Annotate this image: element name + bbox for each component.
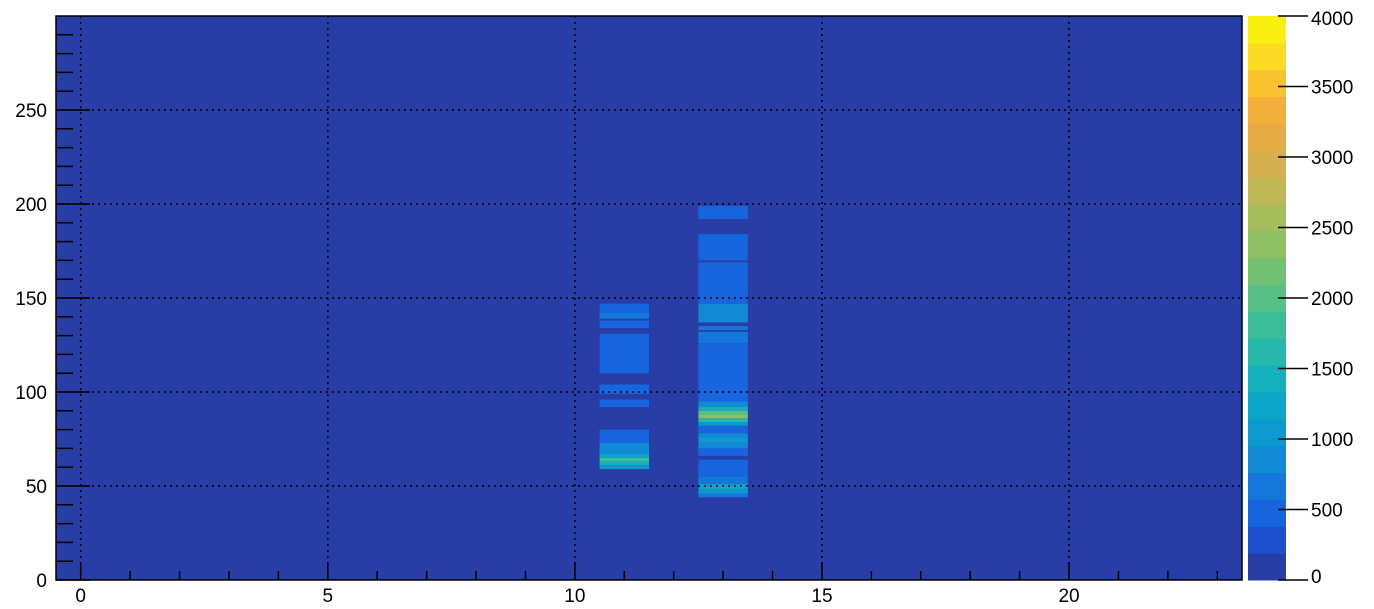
heatmap-cell	[698, 331, 748, 344]
colorbar-band	[1248, 123, 1286, 151]
plot-area	[56, 16, 1242, 580]
heatmap-cell	[698, 407, 748, 411]
heatmap-cell	[698, 484, 748, 490]
heatmap-cell	[698, 437, 748, 443]
heatmap-cell	[698, 234, 748, 261]
colorbar-tick-label: 3000	[1311, 148, 1353, 169]
x-tick-label: 15	[811, 586, 832, 607]
colorbar-band	[1248, 526, 1286, 554]
heatmap-cell	[698, 392, 748, 402]
x-tick-label: 20	[1058, 586, 1079, 607]
colorbar-tick-label: 2500	[1311, 219, 1353, 240]
x-tick-label: 0	[75, 586, 86, 607]
heatmap-cell	[698, 414, 748, 419]
heatmap-cell	[599, 320, 649, 329]
heatmap-cell	[599, 429, 649, 443]
heatmap-cell	[698, 303, 748, 323]
colorbar-tick-label: 1500	[1311, 360, 1353, 381]
colorbar-band	[1248, 392, 1286, 420]
y-tick-label: 50	[26, 477, 47, 498]
colorbar-band	[1248, 338, 1286, 366]
colorbar-band	[1248, 418, 1286, 447]
heatmap-cell	[698, 442, 748, 449]
heatmap-cell	[698, 476, 748, 485]
heatmap-cell	[698, 448, 748, 456]
heatmap-cell	[698, 425, 748, 434]
heatmap-cell	[599, 454, 649, 458]
colorbar-band	[1248, 150, 1286, 178]
y-tick-label: 150	[15, 289, 47, 310]
heatmap-cells	[599, 205, 748, 498]
heatmap-cell	[599, 384, 649, 394]
colorbar-band	[1248, 177, 1286, 205]
heatmap-cell	[698, 288, 748, 304]
colorbar: 0 500 1000 1500 2000 2500 3000 3500 4000	[1248, 9, 1353, 588]
heatmap-cell	[698, 422, 748, 426]
plot-background	[56, 16, 1242, 580]
y-tick-label: 100	[15, 383, 47, 404]
x-tick-label: 10	[564, 586, 585, 607]
colorbar-band	[1248, 445, 1286, 474]
colorbar-tick-label: 4000	[1311, 9, 1353, 30]
colorbar-band	[1248, 16, 1286, 44]
colorbar-band	[1248, 499, 1286, 527]
heatmap-cell	[599, 333, 649, 374]
colorbar-tick-label: 3500	[1311, 78, 1353, 99]
heatmap-cell	[698, 489, 748, 494]
heatmap-cell	[698, 401, 748, 408]
colorbar-band	[1248, 472, 1286, 500]
colorbar-band	[1248, 230, 1286, 259]
colorbar-band	[1248, 311, 1286, 339]
colorbar-band	[1248, 96, 1286, 124]
colorbar-band	[1248, 257, 1286, 286]
heatmap-cell	[599, 457, 649, 462]
heatmap-cell	[599, 442, 649, 455]
y-tick-label: 0	[36, 571, 47, 592]
colorbar-tick-label: 1000	[1311, 430, 1353, 451]
heatmap-cell	[599, 303, 649, 314]
colorbar-tick-label: 0	[1311, 567, 1322, 588]
heatmap-cell	[698, 262, 748, 289]
heatmap-cell	[698, 493, 748, 498]
colorbar-band	[1248, 42, 1286, 71]
colorbar-band	[1248, 69, 1286, 98]
y-tick-label: 200	[15, 195, 47, 216]
heatmap-cell	[698, 418, 748, 423]
heatmap-cell	[599, 313, 649, 319]
heatmap-cell	[698, 459, 748, 477]
heatmap-cell	[599, 399, 649, 408]
heatmap-cell	[698, 326, 748, 330]
y-tick-label: 250	[15, 101, 47, 122]
heatmap-cell	[698, 410, 748, 415]
heatmap-cell	[599, 465, 649, 470]
colorbar-band	[1248, 553, 1286, 581]
colorbar-tick-label: 500	[1311, 501, 1343, 522]
colorbar-band	[1248, 365, 1286, 393]
heatmap-cell	[698, 343, 748, 392]
heatmap-cell	[698, 433, 748, 438]
heatmap-cell	[599, 461, 649, 466]
heatmap-cell	[698, 205, 748, 220]
colorbar-tick-label: 2000	[1311, 289, 1353, 310]
x-tick-label: 5	[323, 586, 334, 607]
